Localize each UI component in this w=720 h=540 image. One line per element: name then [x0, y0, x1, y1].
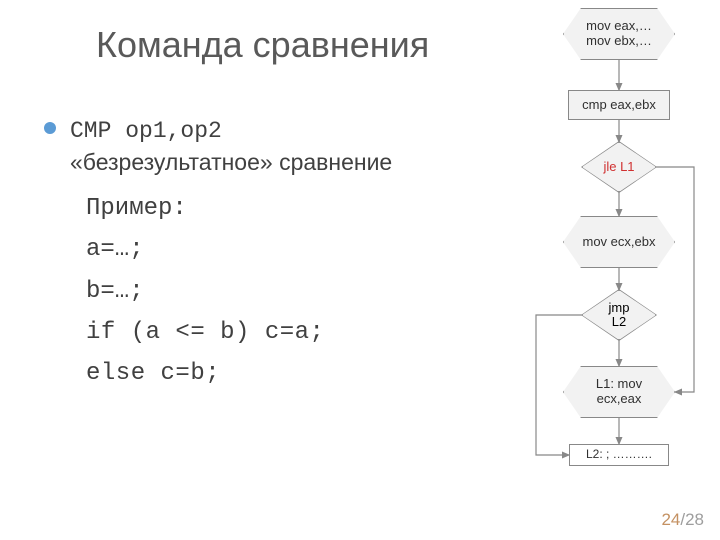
- page-current: 24: [661, 510, 680, 529]
- example-line: a=…;: [86, 229, 324, 270]
- bullet-text: CMP op1,op2 «безрезультатное» сравнение: [70, 114, 392, 178]
- page-number: 24/28: [661, 510, 704, 530]
- flow-node-n1: mov eах,…mov ebx,…: [563, 8, 675, 60]
- bullet-dot-icon: [44, 122, 56, 134]
- flow-node-n2: cmp eax,ebx: [568, 90, 670, 120]
- flow-node-n4: mov eсx,ebx: [563, 216, 675, 268]
- flow-node-n7: L2: ; ……….: [569, 444, 669, 466]
- flow-node-n6: L1: mov eсx,eax: [563, 366, 675, 418]
- example-line: else c=b;: [86, 353, 324, 394]
- example-heading: Пример:: [86, 188, 324, 229]
- example-line: b=…;: [86, 271, 324, 312]
- bullet-code: CMP op1,op2: [70, 118, 222, 144]
- flow-node-n3: jle L1: [582, 142, 656, 192]
- bullet-item: CMP op1,op2 «безрезультатное» сравнение: [44, 114, 392, 178]
- bullet-desc: «безрезультатное» сравнение: [70, 149, 392, 175]
- example-line: if (a <= b) c=a;: [86, 312, 324, 353]
- flowchart: mov eах,…mov ebx,… cmp eax,ebx jle L1 mov e…: [498, 8, 708, 528]
- page-title: Команда сравнения: [96, 24, 429, 66]
- example-block: Пример: a=…; b=…; if (a <= b) c=a; else …: [86, 188, 324, 394]
- page-total: /28: [680, 510, 704, 529]
- flow-node-n5: jmpL2: [582, 290, 656, 340]
